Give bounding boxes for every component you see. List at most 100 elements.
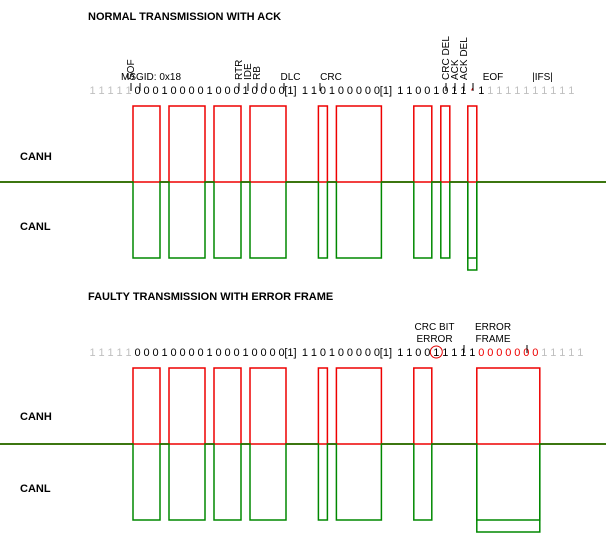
bit-value: 1	[469, 347, 475, 359]
canl-label: CANL	[20, 483, 51, 495]
canl-label: CANL	[20, 221, 51, 233]
bit-value: 1	[568, 347, 574, 359]
bit-value: 0	[233, 347, 239, 359]
bit-value: 1	[559, 347, 565, 359]
bit-value: 1	[397, 85, 403, 97]
error-frame-pulse	[477, 444, 540, 532]
bit-value: 0	[188, 347, 194, 359]
bit-value: 1	[451, 347, 457, 359]
bit-value: 1	[442, 347, 448, 359]
bit-value: 1	[433, 85, 439, 97]
bit-value: 1	[107, 85, 113, 97]
bit-value: 1	[89, 85, 95, 97]
field-label: CRC BIT	[415, 322, 455, 333]
bit-value: 1	[397, 347, 403, 359]
bit-value: 1	[107, 347, 113, 359]
canh-label: CANH	[20, 411, 52, 423]
bit-value: 1	[460, 347, 466, 359]
bit-value: 1	[568, 85, 574, 97]
bit-value: 0	[415, 347, 421, 359]
field-label: ACK DEL	[459, 37, 470, 80]
bit-value: [1]	[380, 85, 392, 97]
diagram-title: NORMAL TRANSMISSION WITH ACK	[88, 11, 281, 23]
field-label: |IFS|	[532, 72, 553, 83]
canl-wave	[0, 182, 606, 258]
bit-value: 0	[188, 85, 194, 97]
bit-value: 1	[206, 347, 212, 359]
bit-value: 0	[320, 347, 326, 359]
bit-value: 0	[170, 85, 176, 97]
bit-value: 0	[415, 85, 421, 97]
canh-wave	[0, 106, 606, 182]
bit-value: 1	[496, 85, 502, 97]
bit-value: 1	[89, 347, 95, 359]
field-label: RB	[252, 66, 263, 80]
bit-value: 0	[424, 85, 430, 97]
bit-value: 0	[338, 347, 344, 359]
bit-value: 0	[532, 347, 538, 359]
field-label: DLC	[280, 72, 300, 83]
bit-value: 0	[143, 347, 149, 359]
bit-value: 1	[514, 85, 520, 97]
bit-value: 1	[116, 347, 122, 359]
bit-value: 1	[302, 85, 308, 97]
canl-wave	[0, 444, 606, 520]
bit-value: 0	[152, 85, 158, 97]
bit-value: 1	[329, 85, 335, 97]
bit-value: 1	[406, 85, 412, 97]
bit-value: 0	[442, 85, 448, 97]
bit-value: 1	[311, 347, 317, 359]
bit-value: 1	[550, 85, 556, 97]
bit-value: 1	[161, 347, 167, 359]
canh-label: CANH	[20, 151, 52, 163]
field-label: MSGID: 0x18	[121, 72, 181, 83]
bit-value: 0	[224, 85, 230, 97]
bit-value: 0	[260, 347, 266, 359]
bit-value: 0	[320, 85, 326, 97]
bit-value: 1	[577, 347, 583, 359]
bit-value: 0	[347, 85, 353, 97]
bit-value: 1	[242, 347, 248, 359]
bit-value: 0	[487, 347, 493, 359]
bit-value: 1	[98, 347, 104, 359]
field-label: FRAME	[476, 334, 511, 345]
ack-pulse	[468, 182, 477, 270]
field-label: CRC	[320, 72, 342, 83]
bit-value: 0	[269, 85, 275, 97]
bit-value: 0	[496, 347, 502, 359]
bit-value: 0	[338, 85, 344, 97]
bit-value: 1	[505, 85, 511, 97]
bit-value: 0	[251, 347, 257, 359]
bit-value: 1	[125, 347, 131, 359]
field-label: EOF	[483, 72, 504, 83]
bit-value: 0	[215, 85, 221, 97]
bit-value: 0	[170, 347, 176, 359]
field-label: ERROR	[475, 322, 511, 333]
bit-value: 0	[179, 85, 185, 97]
bit-value: 1	[116, 85, 122, 97]
bit-value: 0	[356, 347, 362, 359]
bit-value: 1	[451, 85, 457, 97]
bit-value: 0	[424, 347, 430, 359]
bit-value: 1	[478, 85, 484, 97]
diagram-title: FAULTY TRANSMISSION WITH ERROR FRAME	[88, 291, 333, 303]
bit-value: 0	[514, 347, 520, 359]
bit-value: 1	[98, 85, 104, 97]
bit-value: 1	[406, 347, 412, 359]
bit-value: 1	[206, 85, 212, 97]
bit-value: 0	[365, 85, 371, 97]
bit-value: 1	[302, 347, 308, 359]
bit-value: 1	[559, 85, 565, 97]
bit-value: 0	[152, 347, 158, 359]
bit-value: 0	[197, 347, 203, 359]
bit-value: 0	[356, 85, 362, 97]
bit-value: 0	[347, 347, 353, 359]
bit-value: 0	[215, 347, 221, 359]
canh-wave	[0, 368, 606, 444]
bit-value: 1	[460, 85, 466, 97]
bit-value: 1	[541, 85, 547, 97]
bit-value: 1	[487, 85, 493, 97]
bit-value: [1]	[284, 347, 296, 359]
bit-value: 0	[478, 347, 484, 359]
bit-value: 0	[143, 85, 149, 97]
